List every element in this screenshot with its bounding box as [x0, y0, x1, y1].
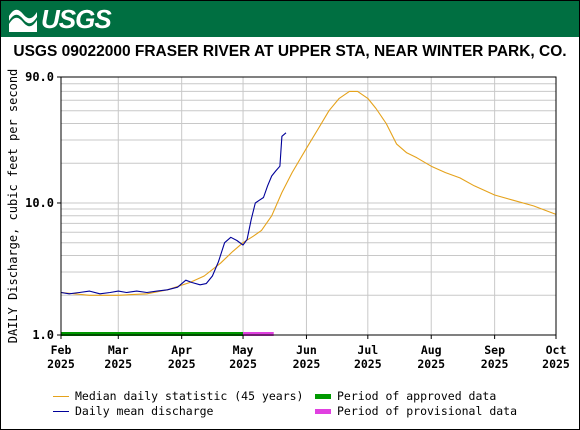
approval-bars [61, 332, 274, 336]
x-tick-year: 2025 [229, 357, 257, 371]
x-tick-year: 2025 [354, 357, 382, 371]
legend-swatch-provisional [315, 408, 331, 414]
provisional-data-bar [243, 332, 274, 336]
x-tick-month: Jul [357, 343, 378, 357]
usgs-wave-icon [9, 9, 37, 32]
usgs-banner: USGS [1, 1, 579, 37]
x-tick-year: 2025 [47, 357, 75, 371]
legend-item-approved[interactable]: Period of approved data [315, 389, 496, 403]
series-line-daily-mean [60, 132, 287, 295]
plot-border [60, 76, 557, 336]
x-tick-year: 2025 [481, 357, 509, 371]
x-tick-month: Feb [51, 343, 72, 357]
x-tick-month: Apr [171, 343, 192, 357]
x-tick-month: Sep [484, 343, 505, 357]
legend-item-provisional[interactable]: Period of provisional data [315, 404, 517, 418]
series-line-median [60, 90, 557, 296]
legend-swatch-daily-mean [53, 410, 69, 412]
x-tick-month: May [233, 343, 254, 357]
approved-data-bar [61, 332, 244, 336]
legend-label-median: Median daily statistic (45 years) [75, 389, 304, 403]
grid-lines [60, 76, 557, 336]
usgs-logo-text: USGS [41, 3, 112, 34]
chart-plot: 1.010.090.0 Feb2025Mar2025Apr2025May2025… [6, 69, 570, 371]
y-tick-label: 10.0 [25, 196, 54, 210]
legend-swatch-median [53, 395, 69, 397]
chart-title: USGS 09022000 FRASER RIVER AT UPPER STA,… [13, 43, 567, 60]
x-tick-year: 2025 [417, 357, 445, 371]
x-tick-month: Mar [108, 343, 129, 357]
x-tick-year: 2025 [293, 357, 321, 371]
series-lines [60, 90, 557, 296]
y-tick-label: 1.0 [32, 328, 54, 342]
usgs-logo[interactable]: USGS [9, 3, 112, 35]
y-tick-labels: 1.0 10.0 90.0 [25, 70, 61, 342]
legend-item-median[interactable]: Median daily statistic (45 years) [53, 389, 303, 403]
x-tick-month: Oct [546, 343, 567, 357]
y-tick-label: 90.0 [25, 70, 54, 84]
legend-label-daily-mean: Daily mean discharge [75, 404, 214, 418]
legend-item-daily-mean[interactable]: Daily mean discharge [53, 404, 213, 418]
x-tick-labels: Feb2025Mar2025Apr2025May2025Jun2025Jul20… [47, 335, 570, 371]
y-axis-label: DAILY Discharge, cubic feet per second [6, 69, 20, 344]
x-tick-year: 2025 [168, 357, 196, 371]
legend-label-approved: Period of approved data [337, 389, 497, 403]
x-tick-month: Jun [296, 343, 317, 357]
chart-legend: Median daily statistic (45 years) Daily … [1, 385, 579, 429]
x-tick-year: 2025 [542, 357, 570, 371]
legend-label-provisional: Period of provisional data [337, 404, 518, 418]
x-tick-year: 2025 [104, 357, 132, 371]
x-tick-month: Aug [421, 343, 442, 357]
legend-swatch-approved [315, 393, 331, 399]
